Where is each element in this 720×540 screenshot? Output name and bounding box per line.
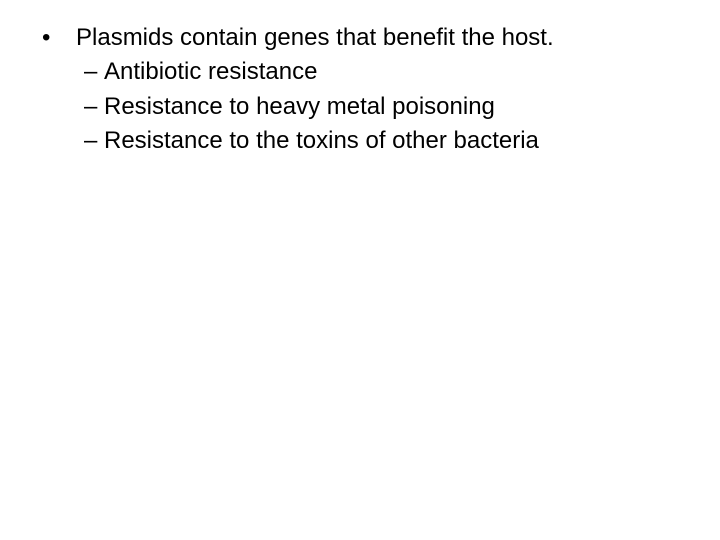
list-item: • Plasmids contain genes that benefit th… xyxy=(36,22,684,54)
slide: • Plasmids contain genes that benefit th… xyxy=(0,0,720,540)
bullet-marker: • xyxy=(36,22,76,54)
list-item: – Resistance to the toxins of other bact… xyxy=(36,125,684,157)
dash-marker: – xyxy=(84,91,104,123)
list-item: – Antibiotic resistance xyxy=(36,56,684,88)
bullet-text: Antibiotic resistance xyxy=(104,56,317,88)
bullet-list-level1: • Plasmids contain genes that benefit th… xyxy=(36,22,684,158)
list-item: – Resistance to heavy metal poisoning xyxy=(36,91,684,123)
bullet-text: Resistance to heavy metal poisoning xyxy=(104,91,495,123)
dash-marker: – xyxy=(84,125,104,157)
bullet-text: Plasmids contain genes that benefit the … xyxy=(76,22,554,54)
bullet-list-level2: – Antibiotic resistance – Resistance to … xyxy=(36,56,684,157)
bullet-text: Resistance to the toxins of other bacter… xyxy=(104,125,539,157)
dash-marker: – xyxy=(84,56,104,88)
